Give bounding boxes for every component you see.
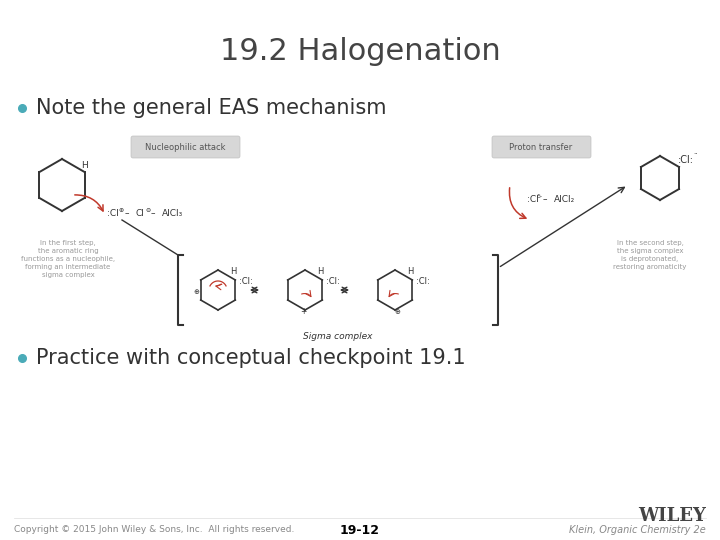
Text: H: H <box>317 267 323 276</box>
FancyBboxPatch shape <box>131 136 240 158</box>
Text: H: H <box>81 160 87 170</box>
Text: δ-: δ- <box>537 193 543 199</box>
Text: In the first step,
the aromatic ring
functions as a nucleophile,
forming an inte: In the first step, the aromatic ring fun… <box>21 240 115 278</box>
Text: Practice with conceptual checkpoint 19.1: Practice with conceptual checkpoint 19.1 <box>36 348 466 368</box>
Text: AlCl₂: AlCl₂ <box>554 195 575 205</box>
Text: Nucleophilic attack: Nucleophilic attack <box>145 143 225 152</box>
Text: :Cl:: :Cl: <box>416 278 430 287</box>
Text: –: – <box>125 210 130 219</box>
Text: +: + <box>300 307 306 316</box>
Text: :Cl:: :Cl: <box>678 155 694 165</box>
Text: ⊕: ⊕ <box>193 289 199 295</box>
Text: ⊕: ⊕ <box>394 309 400 315</box>
Text: :Cl: :Cl <box>107 210 119 219</box>
Text: H: H <box>230 267 236 276</box>
Text: 19.2 Halogenation: 19.2 Halogenation <box>220 37 500 66</box>
Text: 19-12: 19-12 <box>340 523 380 537</box>
Text: :Cl: :Cl <box>527 195 539 205</box>
Text: H: H <box>407 267 413 276</box>
Text: WILEY: WILEY <box>638 507 706 525</box>
Text: Cl: Cl <box>136 210 145 219</box>
FancyBboxPatch shape <box>492 136 591 158</box>
Text: In the second step,
the sigma complex
is deprotonated,
restoring aromaticity: In the second step, the sigma complex is… <box>613 240 687 270</box>
Text: ⊖: ⊖ <box>145 207 150 213</box>
Text: –: – <box>543 195 547 205</box>
Text: Copyright © 2015 John Wiley & Sons, Inc.  All rights reserved.: Copyright © 2015 John Wiley & Sons, Inc.… <box>14 525 294 535</box>
Text: Note the general EAS mechanism: Note the general EAS mechanism <box>36 98 387 118</box>
Text: –: – <box>150 210 156 219</box>
Text: :Cl:: :Cl: <box>326 278 340 287</box>
Text: Klein, Organic Chemistry 2e: Klein, Organic Chemistry 2e <box>570 525 706 535</box>
Text: ⊕: ⊕ <box>118 207 124 213</box>
Text: Proton transfer: Proton transfer <box>509 143 572 152</box>
Text: Sigma complex: Sigma complex <box>303 332 373 341</box>
Text: AlCl₃: AlCl₃ <box>162 210 184 219</box>
Text: :Cl:: :Cl: <box>239 278 253 287</box>
Text: ..: .. <box>694 149 698 155</box>
